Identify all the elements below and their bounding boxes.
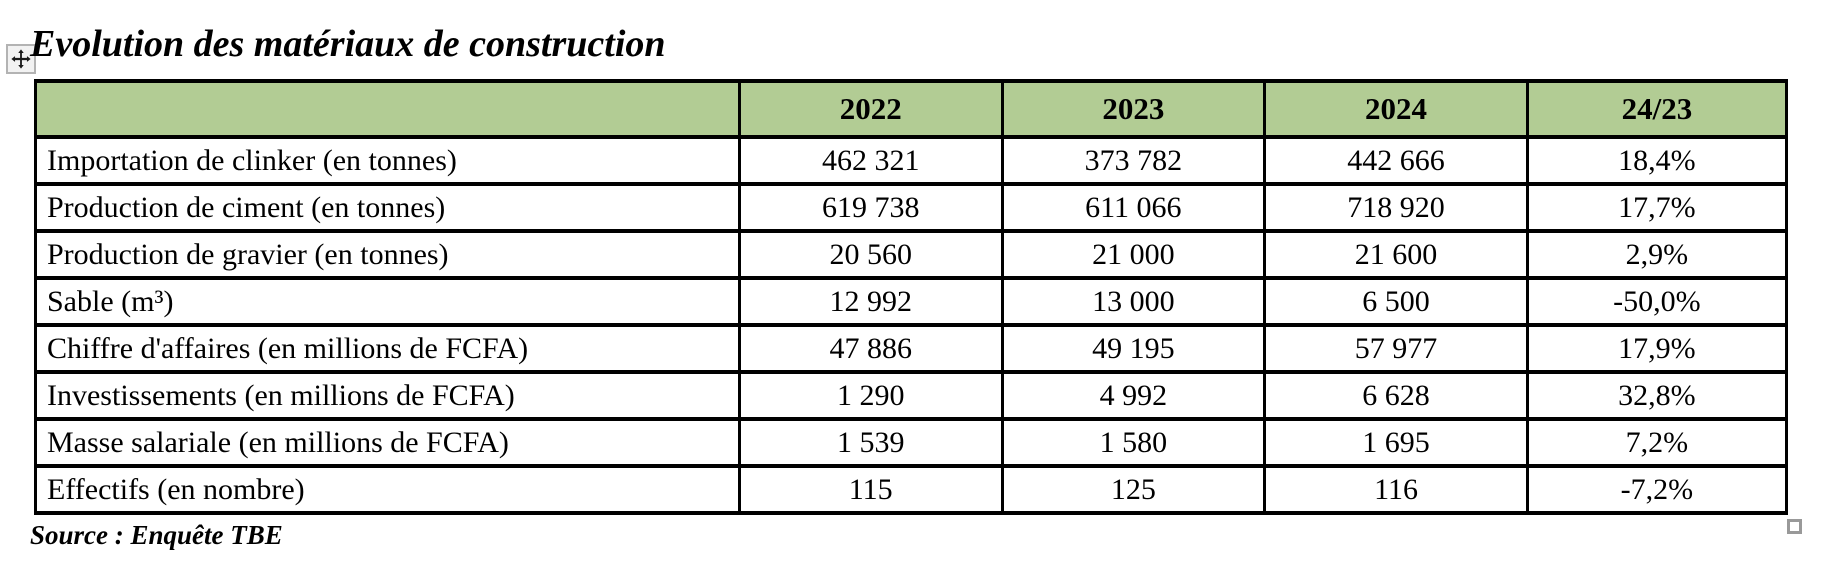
cell-2022[interactable]: 1 539 [737, 417, 1004, 468]
cell-2024[interactable]: 6 500 [1263, 276, 1529, 327]
cell-variation[interactable]: -7,2% [1525, 464, 1789, 515]
table-row: Masse salariale (en millions de FCFA) 1 … [34, 417, 1789, 468]
cell-2024[interactable]: 442 666 [1263, 135, 1529, 186]
header-row: 2022 2023 2024 24/23 [34, 79, 1789, 139]
cell-2022[interactable]: 619 738 [737, 182, 1004, 233]
row-label[interactable]: Sable (m³) [34, 276, 741, 327]
cell-variation[interactable]: 17,9% [1525, 323, 1789, 374]
row-label[interactable]: Effectifs (en nombre) [34, 464, 741, 515]
cell-2024[interactable]: 6 628 [1263, 370, 1529, 421]
cell-2023[interactable]: 4 992 [1000, 370, 1267, 421]
row-label[interactable]: Production de gravier (en tonnes) [34, 229, 741, 280]
table-row: Sable (m³) 12 992 13 000 6 500 -50,0% [34, 276, 1789, 327]
cell-2022[interactable]: 462 321 [737, 135, 1004, 186]
row-label[interactable]: Importation de clinker (en tonnes) [34, 135, 741, 186]
cell-variation[interactable]: -50,0% [1525, 276, 1789, 327]
table-row: Chiffre d'affaires (en millions de FCFA)… [34, 323, 1789, 374]
cell-2022[interactable]: 1 290 [737, 370, 1004, 421]
cell-2023[interactable]: 13 000 [1000, 276, 1267, 327]
cell-2022[interactable]: 47 886 [737, 323, 1004, 374]
cell-variation[interactable]: 7,2% [1525, 417, 1789, 468]
source-note: Source : Enquête TBE [30, 520, 283, 550]
table-row: Production de ciment (en tonnes) 619 738… [34, 182, 1789, 233]
cell-2024[interactable]: 718 920 [1263, 182, 1529, 233]
row-label[interactable]: Production de ciment (en tonnes) [34, 182, 741, 233]
cell-variation[interactable]: 18,4% [1525, 135, 1789, 186]
header-cell-2023[interactable]: 2023 [1000, 79, 1267, 139]
header-cell-2024[interactable]: 2024 [1263, 79, 1529, 139]
table-move-handle[interactable] [6, 44, 36, 74]
cell-2024[interactable]: 21 600 [1263, 229, 1529, 280]
table-row: Production de gravier (en tonnes) 20 560… [34, 229, 1789, 280]
construction-materials-table: 2022 2023 2024 24/23 Importation de clin… [34, 79, 1789, 515]
table-row: Investissements (en millions de FCFA) 1 … [34, 370, 1789, 421]
cell-variation[interactable]: 32,8% [1525, 370, 1789, 421]
cell-2023[interactable]: 21 000 [1000, 229, 1267, 280]
cell-2023[interactable]: 49 195 [1000, 323, 1267, 374]
cell-2024[interactable]: 1 695 [1263, 417, 1529, 468]
row-label[interactable]: Masse salariale (en millions de FCFA) [34, 417, 741, 468]
cell-variation[interactable]: 2,9% [1525, 229, 1789, 280]
move-cross-arrows-icon [10, 48, 32, 70]
cell-variation[interactable]: 17,7% [1525, 182, 1789, 233]
table-row: Effectifs (en nombre) 115 125 116 -7,2% [34, 464, 1789, 515]
page-title: Evolution des matériaux de construction [30, 23, 666, 65]
table-resize-handle[interactable] [1787, 519, 1802, 534]
header-cell-2022[interactable]: 2022 [737, 79, 1004, 139]
table-row: Importation de clinker (en tonnes) 462 3… [34, 135, 1789, 186]
cell-2023[interactable]: 373 782 [1000, 135, 1267, 186]
cell-2022[interactable]: 12 992 [737, 276, 1004, 327]
header-cell-empty[interactable] [34, 79, 741, 139]
row-label[interactable]: Investissements (en millions de FCFA) [34, 370, 741, 421]
cell-2024[interactable]: 116 [1263, 464, 1529, 515]
cell-2023[interactable]: 1 580 [1000, 417, 1267, 468]
row-label[interactable]: Chiffre d'affaires (en millions de FCFA) [34, 323, 741, 374]
cell-2024[interactable]: 57 977 [1263, 323, 1529, 374]
cell-2022[interactable]: 115 [737, 464, 1004, 515]
cell-2023[interactable]: 611 066 [1000, 182, 1267, 233]
cell-2023[interactable]: 125 [1000, 464, 1267, 515]
cell-2022[interactable]: 20 560 [737, 229, 1004, 280]
header-cell-variation[interactable]: 24/23 [1525, 79, 1789, 139]
